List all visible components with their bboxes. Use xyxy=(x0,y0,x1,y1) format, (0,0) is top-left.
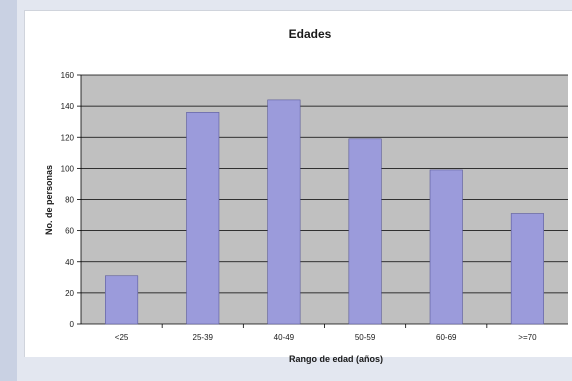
y-tick-labels: 0 20 40 60 80 100 120 140 160 xyxy=(61,71,75,329)
bar-4 xyxy=(429,169,463,325)
bar-2 xyxy=(267,99,301,325)
bar-5 xyxy=(510,213,544,325)
x-tick-label-1: 25-39 xyxy=(193,333,214,342)
bar-1 xyxy=(186,112,220,325)
chart-title: Edades xyxy=(289,27,332,41)
bars xyxy=(105,99,544,325)
gridlines xyxy=(77,74,568,328)
y-tick-label-40: 40 xyxy=(65,258,74,267)
y-tick-label-20: 20 xyxy=(65,289,74,298)
x-tick-label-3: 50-59 xyxy=(355,333,376,342)
y-tick-label-100: 100 xyxy=(61,164,75,173)
y-tick-label-60: 60 xyxy=(65,227,74,236)
left-margin-stripe xyxy=(0,0,17,381)
y-tick-label-0: 0 xyxy=(70,320,75,329)
y-tick-label-140: 140 xyxy=(61,102,75,111)
bar-3 xyxy=(348,138,382,325)
y-tick-label-80: 80 xyxy=(65,196,74,205)
y-tick-label-160: 160 xyxy=(61,71,75,80)
y-tick-label-120: 120 xyxy=(61,133,75,142)
x-tick-label-5: >=70 xyxy=(518,333,537,342)
bar-0 xyxy=(105,275,139,325)
x-tick-label-2: 40-49 xyxy=(274,333,295,342)
x-axis-label: Rango de edad (años) xyxy=(289,354,383,364)
y-axis-label: No. de personas xyxy=(44,165,54,235)
x-tick-label-4: 60-69 xyxy=(436,333,457,342)
x-tick-labels: <25 25-39 40-49 50-59 60-69 >=70 xyxy=(115,333,537,342)
x-tick-label-0: <25 xyxy=(115,333,129,342)
